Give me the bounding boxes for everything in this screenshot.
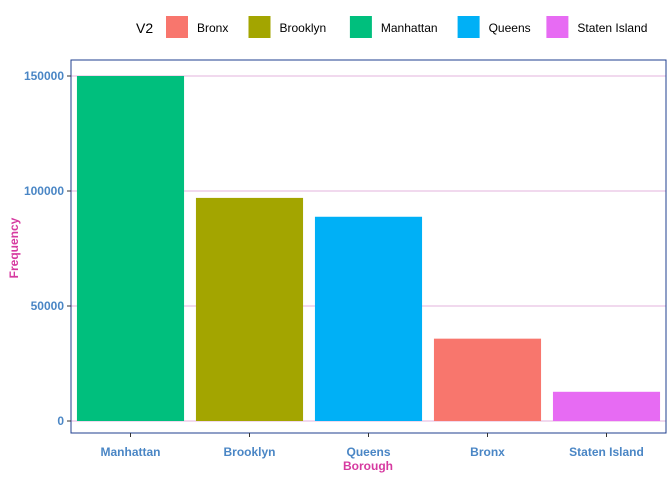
legend-label: Bronx — [197, 21, 228, 35]
x-tick-label: Bronx — [470, 445, 505, 459]
legend-label: Staten Island — [577, 21, 647, 35]
legend-label: Brooklyn — [280, 21, 327, 35]
x-tick-label: Manhattan — [101, 445, 161, 459]
legend-key — [546, 16, 569, 38]
legend-key — [457, 16, 480, 38]
plot-bars — [76, 76, 661, 421]
bar — [433, 338, 542, 421]
bar — [552, 391, 661, 421]
x-tick-label: Brooklyn — [223, 445, 275, 459]
bar — [76, 76, 185, 421]
legend-key — [248, 16, 271, 38]
legend-label: Manhattan — [381, 21, 438, 35]
y-tick-label: 0 — [57, 414, 64, 428]
legend: V2 Bronx Brooklyn Manhattan Queens Staten Is… — [136, 16, 647, 38]
x-tick-label: Staten Island — [569, 445, 644, 459]
legend-key — [349, 16, 372, 38]
legend-label: Queens — [489, 21, 531, 35]
bar — [195, 197, 304, 421]
y-tick-label: 50000 — [31, 299, 65, 313]
bar — [314, 216, 423, 421]
x-tick-label: Queens — [346, 445, 390, 459]
plot-axes — [67, 59, 667, 437]
legend-key — [166, 16, 188, 38]
tick-labels: 0 50000 100000 150000 Manhattan Brooklyn Queen… — [24, 69, 644, 459]
legend-title: V2 — [136, 20, 153, 36]
y-tick-label: 100000 — [24, 184, 64, 198]
y-tick-label: 150000 — [24, 69, 64, 83]
y-axis-title: Frequency — [7, 217, 21, 278]
x-axis-title: Borough — [343, 459, 393, 473]
